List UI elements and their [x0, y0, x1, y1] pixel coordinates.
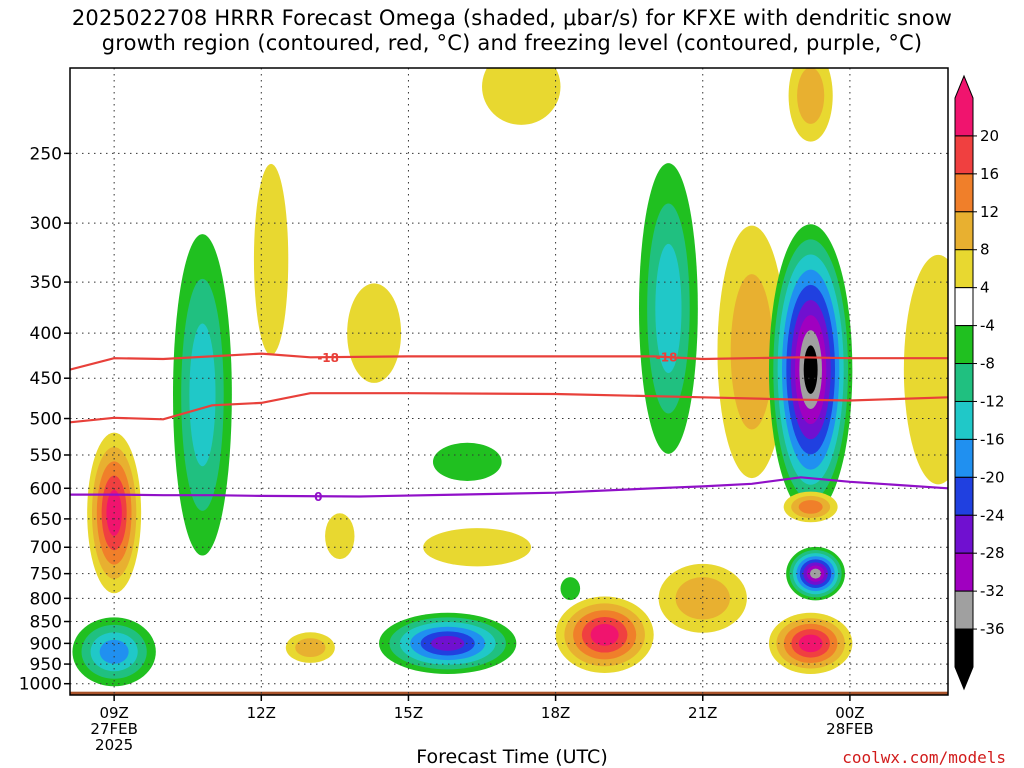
x-tick-label-24-1: 28FEB — [826, 720, 873, 738]
colorbar-cell-13 — [954, 590, 974, 630]
y-tick-label-750: 750 — [30, 565, 62, 585]
contour-line-0 — [70, 352, 948, 371]
terrain-band — [70, 691, 948, 695]
omega-feature-10-level-0 — [482, 68, 561, 125]
colorbar-cell-2 — [954, 173, 974, 213]
omega-feature-18-level-7 — [810, 568, 822, 579]
colorbar-label-5: -4 — [980, 317, 995, 335]
omega-shading: -18 -18 0 — [70, 68, 948, 695]
colorbar-cell-bottom — [954, 628, 974, 691]
colorbar-cell-7 — [954, 363, 974, 402]
x-axis-label: Forecast Time (UTC) — [416, 746, 608, 768]
y-tick-label-650: 650 — [30, 510, 62, 530]
colorbar-label-6: -8 — [980, 355, 995, 373]
omega-feature-15-level-1 — [730, 274, 773, 430]
x-tick-label-21-0: 21Z — [688, 704, 717, 722]
colorbar-cell-1 — [954, 135, 974, 175]
y-tick-label-950: 950 — [30, 655, 62, 675]
plot-frame — [69, 67, 949, 696]
colorbar-label-2: 12 — [980, 203, 999, 221]
y-tick-label-550: 550 — [30, 446, 62, 466]
y-tick-label-250: 250 — [30, 144, 62, 164]
credit-link[interactable]: coolwx.com/models — [842, 748, 1006, 767]
colorbar-label-3: 8 — [980, 241, 990, 259]
y-tick-label-850: 850 — [30, 613, 62, 633]
omega-feature-3-level-0 — [253, 163, 289, 356]
y-tick-label-700: 700 — [30, 538, 62, 558]
x-tick-label-15-0: 15Z — [394, 704, 423, 722]
colorbar-label-10: -24 — [980, 506, 1005, 524]
omega-feature-9-level-0 — [423, 528, 532, 567]
colorbar-cell-9 — [954, 438, 974, 478]
colorbar-cell-5 — [954, 287, 974, 327]
omega-feature-11-level-0 — [560, 577, 581, 601]
colorbar-label-13: -36 — [980, 620, 1005, 638]
x-tick-label-24-0: 00Z — [835, 704, 864, 722]
omega-feature-1-level-3 — [99, 639, 129, 664]
y-tick-label-300: 300 — [30, 214, 62, 234]
y-tick-label-600: 600 — [30, 479, 62, 499]
colorbar-label-8: -16 — [980, 430, 1005, 448]
colorbar-label-0: 20 — [980, 127, 999, 145]
colorbar-label-7: -12 — [980, 392, 1005, 410]
omega-feature-6-level-0 — [325, 513, 355, 560]
colorbar-label-9: -20 — [980, 468, 1005, 486]
x-tick-label-9-1: 27FEB — [90, 720, 137, 738]
y-tick-label-500: 500 — [30, 410, 62, 430]
contour-line-1 — [70, 392, 948, 424]
omega-feature-16-level-8 — [803, 345, 818, 394]
colorbar-cell-3 — [954, 211, 974, 251]
y-tick-label-1000: 1000 — [19, 675, 62, 695]
colorbar-cell-6 — [954, 325, 974, 365]
colorbar-cell-top — [954, 74, 974, 137]
omega-feature-4-level-1 — [295, 638, 326, 658]
colorbar-label-12: -32 — [980, 582, 1005, 600]
omega-feature-19-level-4 — [798, 634, 823, 653]
omega-feature-21-level-0 — [903, 254, 948, 485]
colorbar-label-1: 16 — [980, 165, 999, 183]
x-tick-label-9-0: 09Z — [99, 704, 128, 722]
colorbar-label-11: -28 — [980, 544, 1005, 562]
omega-feature-2-level-2 — [189, 323, 216, 467]
contour-label-1: -18 — [656, 351, 678, 365]
colorbar-cell-11 — [954, 514, 974, 554]
y-tick-label-450: 450 — [30, 369, 62, 389]
y-tick-label-400: 400 — [30, 324, 62, 344]
contour-label-0: -18 — [317, 351, 339, 365]
omega-feature-8-level-0 — [432, 442, 502, 482]
colorbar-cell-12 — [954, 552, 974, 592]
omega-feature-5-level-0 — [347, 283, 402, 383]
contour-label-2: 0 — [314, 490, 322, 504]
colorbar-cell-8 — [954, 400, 974, 440]
x-tick-label-18-0: 18Z — [541, 704, 570, 722]
omega-feature-13-level-2 — [655, 243, 682, 374]
omega-feature-12-level-4 — [590, 623, 619, 646]
contour-line-2 — [70, 476, 948, 498]
y-tick-label-350: 350 — [30, 273, 62, 293]
chart-title-line1: 2025022708 HRRR Forecast Omega (shaded, … — [71, 6, 953, 30]
x-tick-label-12-0: 12Z — [247, 704, 276, 722]
colorbar-label-4: 4 — [980, 279, 990, 297]
colorbar-cell-4 — [954, 249, 974, 289]
omega-feature-17-level-2 — [798, 500, 823, 514]
x-tick-label-9-2: 2025 — [95, 736, 133, 754]
colorbar-cell-10 — [954, 476, 974, 516]
omega-feature-20-level-1 — [797, 68, 825, 124]
y-tick-label-800: 800 — [30, 589, 62, 609]
y-tick-label-900: 900 — [30, 634, 62, 654]
chart-title-line2: growth region (contoured, red, °C) and f… — [101, 31, 923, 55]
omega-feature-14-level-1 — [675, 577, 730, 620]
omega-feature-7-level-5 — [431, 635, 465, 651]
